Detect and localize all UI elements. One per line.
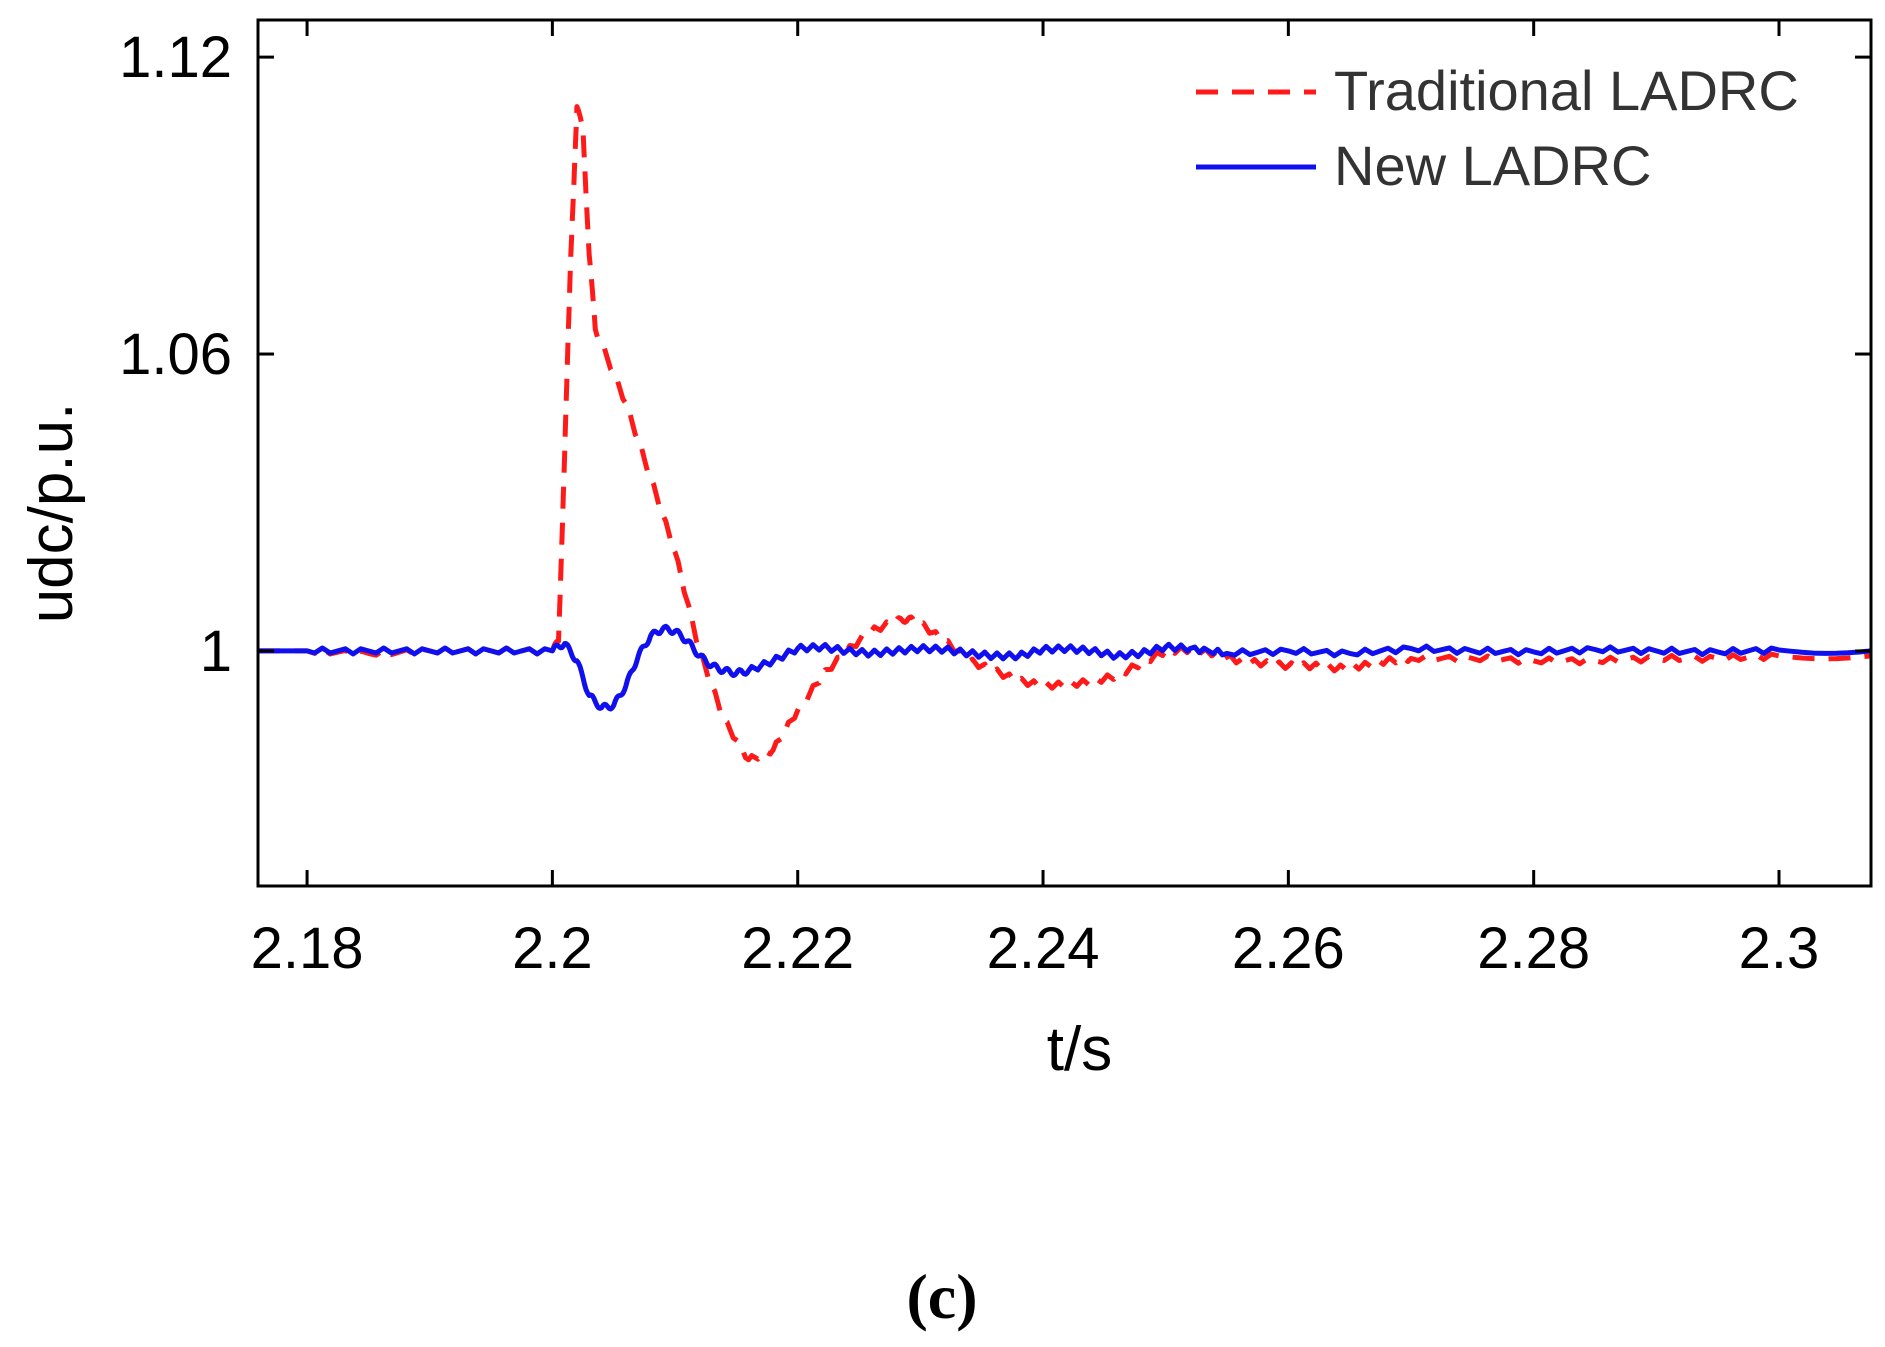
y-tick-label: 1.06	[119, 322, 232, 387]
legend-label-new-ladrc: New LADRC	[1334, 134, 1651, 197]
legend: Traditional LADRC New LADRC	[1196, 59, 1799, 197]
figure-caption: (c)	[906, 1261, 977, 1332]
x-tick-label: 2.26	[1232, 916, 1345, 981]
series-line-traditional-ladrc	[258, 104, 1872, 763]
ticks-layer: 2.18 2.2 2.22 2.24 2.26 2.28 2.3 1 1.06 1.12	[119, 20, 1871, 981]
x-tick-label: 2.22	[741, 916, 854, 981]
x-tick-label: 2.18	[251, 916, 364, 981]
x-tick-label: 2.24	[987, 916, 1100, 981]
plot-frame	[256, 18, 1873, 888]
y-tick-label: 1.12	[119, 25, 232, 90]
x-tick-label: 2.28	[1477, 916, 1590, 981]
x-axis-label: t/s	[1047, 1015, 1112, 1084]
y-axis-label: udc/p.u.	[17, 403, 86, 624]
x-tick-label: 2.2	[512, 916, 593, 981]
series-line-new-ladrc	[258, 623, 1872, 712]
legend-label-traditional-ladrc: Traditional LADRC	[1334, 59, 1799, 122]
x-tick-label: 2.3	[1739, 916, 1820, 981]
series-layer	[258, 104, 1872, 763]
y-tick-label: 1	[200, 619, 232, 684]
